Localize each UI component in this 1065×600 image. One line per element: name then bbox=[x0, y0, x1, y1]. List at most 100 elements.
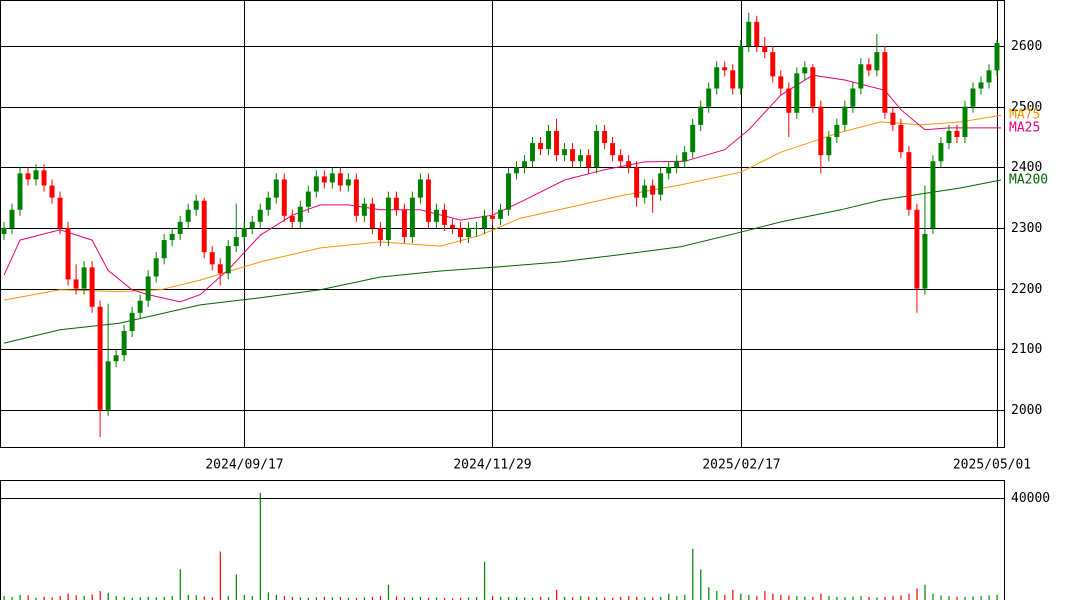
candle-body bbox=[161, 240, 167, 259]
volume-bar bbox=[475, 597, 478, 600]
candle-body bbox=[714, 67, 720, 89]
volume-bar bbox=[628, 596, 630, 600]
candle-body bbox=[650, 185, 656, 195]
volume-bar bbox=[532, 597, 534, 600]
volume-bar bbox=[299, 597, 301, 600]
candle-body bbox=[498, 209, 503, 219]
volume-bar bbox=[163, 596, 165, 600]
volume-bar bbox=[596, 597, 598, 600]
volume-bar bbox=[876, 597, 878, 600]
volume-bar bbox=[796, 596, 798, 600]
y-tick-label: 2500 bbox=[1011, 100, 1042, 115]
candle-body bbox=[385, 197, 391, 241]
x-tick-label: 2025/02/17 bbox=[702, 458, 780, 473]
volume-bar bbox=[123, 596, 125, 600]
candle-body bbox=[770, 52, 776, 77]
volume-bar bbox=[307, 597, 310, 600]
candle-body bbox=[449, 224, 455, 228]
candle-body bbox=[922, 234, 928, 289]
candle-body bbox=[706, 88, 712, 107]
labels: 2000 2100 2200 2300 2400 2500 2600 2024/09/17 20… bbox=[205, 39, 1050, 506]
ma-line bbox=[3, 179, 1002, 344]
candle-body bbox=[121, 330, 127, 356]
volume-bar bbox=[435, 597, 438, 600]
candle-body bbox=[193, 200, 199, 210]
ma-legend: MA75 bbox=[1009, 108, 1040, 123]
candle-body bbox=[730, 70, 736, 89]
candle-body bbox=[634, 167, 640, 198]
candle-body bbox=[57, 197, 63, 228]
candle-body bbox=[682, 152, 688, 162]
candle-body bbox=[874, 52, 880, 71]
volume-bar bbox=[924, 584, 926, 600]
volume-bar bbox=[19, 594, 21, 600]
candle-body bbox=[257, 209, 263, 222]
y-tick-label: 2100 bbox=[1011, 342, 1042, 357]
volume-bar bbox=[716, 591, 718, 600]
candle-body bbox=[217, 264, 223, 274]
volume-bar bbox=[572, 597, 574, 600]
volume-bar bbox=[708, 587, 710, 600]
ma-line bbox=[3, 74, 1001, 303]
candle-body bbox=[562, 149, 568, 156]
volume-bar bbox=[956, 596, 958, 600]
candle-body bbox=[882, 52, 888, 113]
candle-body bbox=[530, 143, 536, 162]
candle-body bbox=[353, 179, 359, 216]
volume-bar bbox=[491, 596, 494, 600]
candle-body bbox=[954, 130, 960, 138]
x-tick-label: 2024/11/29 bbox=[453, 458, 531, 473]
candle-body bbox=[265, 197, 271, 210]
volume-bar bbox=[283, 596, 285, 600]
candle-body bbox=[538, 143, 544, 150]
candle-body bbox=[25, 173, 31, 180]
volume-bar bbox=[972, 596, 974, 600]
candle-body bbox=[233, 237, 239, 247]
candle-body bbox=[570, 149, 576, 162]
volume-bar bbox=[51, 597, 53, 600]
volume-bar bbox=[668, 593, 670, 600]
candle-body bbox=[313, 176, 319, 192]
candle-body bbox=[289, 215, 295, 222]
volume-bar bbox=[291, 596, 293, 600]
ma-line bbox=[3, 114, 1002, 301]
volume-bar bbox=[107, 592, 109, 600]
candle-body bbox=[794, 73, 800, 113]
volume-bar bbox=[732, 589, 734, 600]
candle-body bbox=[169, 234, 175, 241]
candle-body bbox=[490, 215, 495, 219]
candle-body bbox=[802, 67, 808, 74]
candle-body bbox=[738, 46, 744, 89]
volume-bar bbox=[604, 597, 606, 600]
volume-bar bbox=[355, 597, 358, 600]
volume-bar bbox=[516, 596, 518, 600]
volume-bar bbox=[612, 597, 614, 600]
volume-bar bbox=[684, 594, 686, 600]
candle-body bbox=[930, 161, 936, 228]
volume-bar bbox=[676, 596, 678, 600]
volume-bar bbox=[243, 594, 245, 600]
volume-bar bbox=[540, 596, 542, 600]
volume-bar bbox=[467, 597, 470, 600]
candle-body bbox=[898, 124, 904, 153]
candle-body bbox=[321, 176, 327, 183]
candle-body bbox=[626, 161, 632, 168]
candle-body bbox=[361, 203, 367, 216]
volume-bar bbox=[948, 596, 950, 600]
candle-body bbox=[273, 179, 279, 198]
candle-body bbox=[433, 209, 439, 222]
volume-bar bbox=[588, 596, 590, 600]
candle-body bbox=[113, 355, 119, 362]
volume-bar bbox=[203, 596, 205, 600]
volume-bar bbox=[508, 597, 510, 600]
volume-bar bbox=[892, 596, 894, 600]
candle-body bbox=[145, 276, 151, 301]
candle-body bbox=[906, 152, 912, 210]
candle-body bbox=[249, 221, 255, 228]
volume-bar bbox=[844, 597, 846, 600]
volume-bar bbox=[852, 596, 854, 600]
candle-body bbox=[281, 179, 287, 216]
volume-bar bbox=[764, 591, 766, 600]
candle-body bbox=[369, 203, 375, 228]
candle-body bbox=[393, 197, 399, 210]
